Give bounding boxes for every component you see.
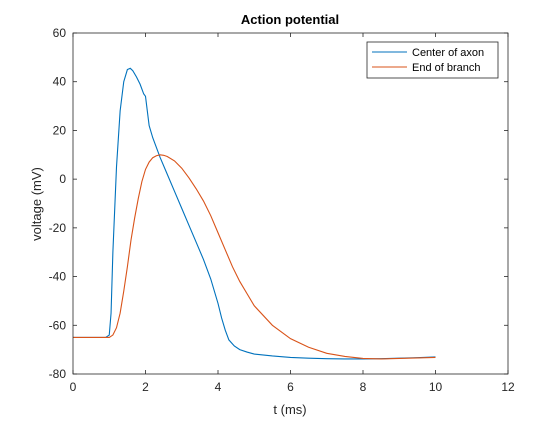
y-tick-label: 40 bbox=[53, 75, 67, 89]
legend-label-1: Center of axon bbox=[412, 47, 484, 59]
legend: Center of axon End of branch bbox=[366, 41, 499, 79]
legend-label-2: End of branch bbox=[412, 62, 481, 74]
x-tick-label: 0 bbox=[70, 380, 77, 394]
series-line-2 bbox=[73, 154, 436, 360]
y-tick-label: -40 bbox=[49, 270, 67, 284]
x-tick-label: 12 bbox=[501, 380, 515, 394]
legend-box bbox=[366, 41, 499, 79]
series-line-1 bbox=[73, 67, 436, 360]
x-tick-label: 8 bbox=[360, 380, 367, 394]
x-axis-label: t (ms) bbox=[273, 402, 306, 417]
y-tick-label: 20 bbox=[53, 123, 67, 137]
chart-title: Action potential bbox=[241, 12, 339, 27]
x-tick-label: 4 bbox=[215, 380, 222, 394]
y-tick-label: 0 bbox=[59, 172, 66, 186]
y-tick-label: -80 bbox=[49, 367, 67, 381]
plot-area-border bbox=[72, 32, 509, 375]
x-tick-label: 2 bbox=[142, 380, 149, 394]
x-tick-label: 6 bbox=[287, 380, 294, 394]
y-axis-label: voltage (mV) bbox=[29, 167, 44, 241]
y-tick-label: 60 bbox=[53, 26, 67, 40]
y-tick-label: -20 bbox=[49, 221, 67, 235]
y-tick-label: -60 bbox=[49, 318, 67, 332]
x-tick-label: 10 bbox=[429, 380, 443, 394]
